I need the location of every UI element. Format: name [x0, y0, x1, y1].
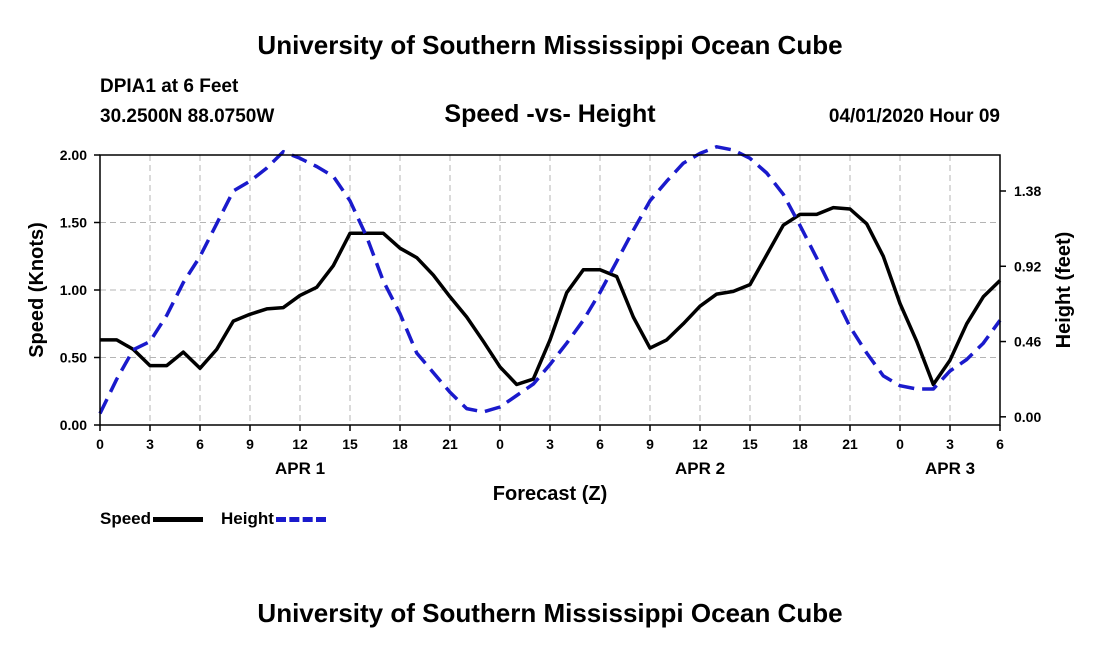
axes: 0 3 6 9 12 15 18 21 0 3 6 9 12 15 18 21 0 3 6 APR 1 APR 2 APR… [60, 147, 1042, 478]
chart-title: Speed -vs- Height [444, 100, 656, 128]
coordinates-label: 30.2500N 88.0750W [100, 106, 275, 127]
y-left-tick-label: 1.00 [60, 282, 87, 298]
y-left-tick-label: 0.50 [60, 350, 87, 366]
y-left-tick-label: 2.00 [60, 147, 87, 163]
x-tick-label: 0 [896, 436, 904, 452]
date-label: APR 3 [925, 459, 975, 478]
grid [100, 155, 1000, 425]
y-axis-left-title: Speed (Knots) [26, 222, 48, 358]
station-label: DPIA1 at 6 Feet [100, 76, 239, 97]
y-axis-right-title: Height (feet) [1053, 232, 1075, 349]
x-tick-label: 3 [546, 436, 554, 452]
x-tick-label: 21 [842, 436, 858, 452]
x-tick-label: 9 [246, 436, 254, 452]
x-tick-label: 9 [646, 436, 654, 452]
y-right-tick-label: 1.38 [1014, 183, 1041, 199]
x-tick-label: 6 [996, 436, 1004, 452]
date-label: APR 2 [675, 459, 725, 478]
forecast-datetime: 04/01/2020 Hour 09 [828, 106, 1000, 127]
x-tick-label: 18 [392, 436, 408, 452]
x-tick-label: 6 [196, 436, 204, 452]
x-tick-label: 15 [742, 436, 758, 452]
x-tick-label: 18 [792, 436, 808, 452]
series-layer [98, 145, 1002, 415]
y-right-tick-label: 0.46 [1014, 334, 1041, 350]
legend-height-label: Height [221, 509, 274, 528]
y-right-tick-label: 0.00 [1014, 409, 1041, 425]
x-axis-title: Forecast (Z) [493, 483, 607, 505]
legend: Speed Height [100, 509, 344, 529]
series-line-speed [100, 205, 1002, 387]
legend-item-height: Height [221, 509, 326, 529]
x-tick-label: 21 [442, 436, 458, 452]
x-tick-label: 0 [496, 436, 504, 452]
legend-speed-swatch [153, 516, 204, 522]
series-line-height [98, 145, 1002, 415]
legend-item-speed: Speed [100, 509, 204, 529]
y-left-tick-label: 1.50 [60, 215, 87, 231]
legend-speed-label: Speed [100, 509, 152, 528]
legend-height-swatch [275, 516, 326, 522]
date-label: APR 1 [275, 459, 325, 478]
x-tick-label: 15 [342, 436, 358, 452]
footer-title: University of Southern Mississippi Ocean… [257, 598, 843, 628]
y-right-tick-label: 0.92 [1014, 258, 1041, 274]
x-tick-label: 6 [596, 436, 604, 452]
y-left-tick-label: 0.00 [60, 417, 87, 433]
page-title: University of Southern Mississippi Ocean… [257, 30, 843, 60]
x-tick-label: 12 [292, 436, 308, 452]
x-tick-label: 3 [146, 436, 154, 452]
x-tick-label: 3 [946, 436, 954, 452]
x-tick-label: 0 [96, 436, 104, 452]
x-tick-label: 12 [692, 436, 708, 452]
